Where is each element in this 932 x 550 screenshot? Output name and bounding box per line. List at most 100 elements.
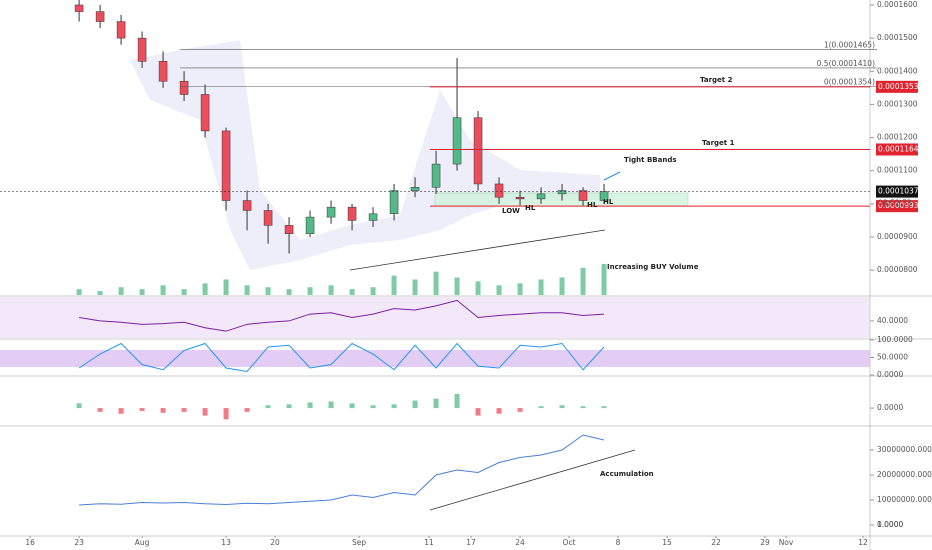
candle-body: [221, 130, 231, 201]
bar: [580, 406, 586, 409]
bar: [286, 289, 292, 295]
x-tick-label: 11: [424, 538, 434, 547]
bar: [559, 405, 565, 409]
candle-body: [536, 193, 546, 200]
candle-body: [137, 37, 147, 62]
bar: [139, 289, 145, 295]
candle-body: [74, 4, 84, 12]
bar: [160, 285, 166, 295]
candle-body: [158, 61, 168, 82]
bar: [244, 408, 250, 412]
trend-line: [349, 229, 606, 271]
x-tick-label: 23: [74, 538, 84, 547]
price-tag: [876, 185, 918, 198]
candle-body: [431, 163, 441, 188]
bar: [517, 408, 523, 412]
candle-body: [200, 94, 210, 132]
bar: [244, 285, 250, 295]
y-tick-label: 0.0001400: [877, 66, 918, 75]
y-tick-label: 0.0000: [877, 520, 903, 529]
y-tick-label: 20000000.0000: [877, 470, 932, 479]
arrow: [603, 171, 621, 181]
candle-body: [473, 117, 483, 185]
range-box: [434, 192, 689, 207]
y-tick-label: 40.0000: [877, 316, 908, 325]
annotation: HL: [587, 201, 598, 209]
x-tick-label: Oct: [563, 538, 576, 547]
y-tick-label: 0.0000: [877, 370, 903, 379]
x-tick-label: 16: [25, 538, 35, 547]
bar: [328, 401, 334, 409]
candle-body: [284, 225, 294, 234]
bar: [76, 403, 82, 409]
bar: [559, 277, 565, 295]
annotation: HL: [603, 198, 614, 206]
bar: [412, 279, 418, 295]
annotation: LOW: [502, 207, 520, 215]
candle-body: [95, 11, 105, 22]
candle-body: [347, 206, 357, 221]
candle-body: [389, 190, 399, 215]
bar: [202, 408, 208, 416]
bar: [370, 287, 376, 295]
bar: [118, 287, 124, 295]
x-tick-label: 12: [858, 538, 868, 547]
fib-label: 1(0.0001465): [824, 41, 875, 50]
line: [79, 299, 605, 332]
y-tick-label: 50.0000: [877, 353, 908, 362]
annotation: Accumulation: [600, 470, 654, 478]
y-tick-label: 10000000.0000: [877, 495, 932, 504]
bar: [265, 405, 271, 409]
x-tick-label: Sep: [352, 538, 366, 547]
bar: [286, 404, 292, 409]
x-tick-label: 13: [221, 538, 231, 547]
bar: [475, 408, 481, 416]
y-tick-label: 0.0001500: [877, 33, 918, 42]
trend-line: [429, 449, 636, 511]
y-tick-label: 30000000.0000: [877, 445, 932, 454]
candle-body: [410, 187, 420, 191]
bar: [475, 281, 481, 295]
bar: [538, 279, 544, 295]
bar: [496, 408, 502, 414]
bar: [76, 289, 82, 295]
timer: 03:52:53: [878, 199, 912, 208]
candle-body: [368, 213, 378, 221]
bar: [349, 403, 355, 409]
bar: [265, 287, 271, 295]
bar: [454, 277, 460, 295]
price-tag-label: 0.0001037: [878, 187, 919, 196]
candle-body: [179, 80, 189, 95]
bar: [433, 271, 439, 295]
bar: [349, 289, 355, 295]
line: [78, 342, 605, 373]
x-tick-label: 29: [760, 538, 770, 547]
price-tag-label: 0.0001353: [878, 82, 919, 91]
bar: [601, 263, 607, 295]
bar: [496, 285, 502, 295]
annotation: Increasing BUY Volume: [607, 263, 699, 271]
y-tick-label: 1.0000: [877, 520, 903, 529]
bar: [601, 406, 607, 409]
price-tag-label: 0.0001164: [878, 144, 919, 153]
bar: [538, 406, 544, 409]
y-tick-label: 0.0000: [877, 403, 903, 412]
bar: [328, 285, 334, 295]
bar: [307, 402, 313, 409]
candle-body: [557, 190, 567, 195]
stoch-band: [0, 350, 870, 367]
bar: [181, 408, 187, 412]
x-tick-label: 15: [662, 538, 672, 547]
bar: [118, 408, 124, 414]
candle-body: [494, 183, 504, 198]
fib-label: 0(0.0001354): [824, 78, 875, 87]
x-tick-label: 24: [515, 538, 525, 547]
candle-body: [578, 190, 588, 201]
y-tick-label: 0.0001300: [877, 99, 918, 108]
bar: [97, 408, 103, 412]
bar: [202, 283, 208, 295]
candle-body: [305, 216, 315, 234]
bar: [307, 287, 313, 295]
x-tick-label: 22: [711, 538, 721, 547]
